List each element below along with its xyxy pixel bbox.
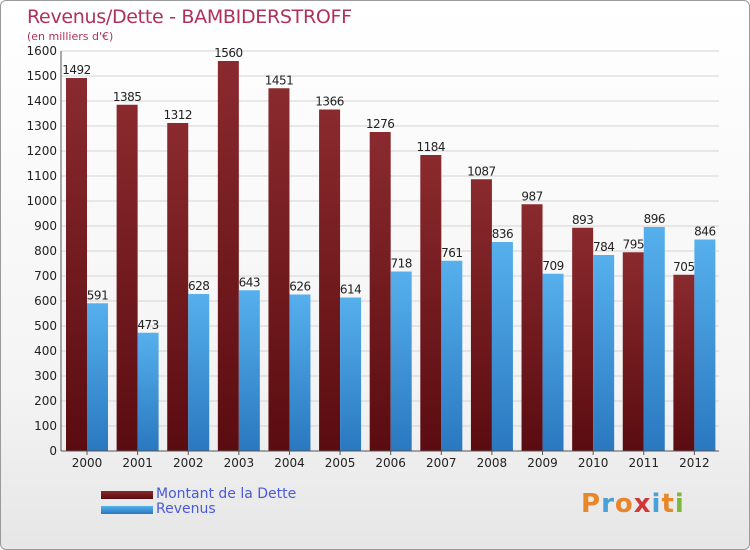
legend-label-revenus: Revenus (156, 501, 216, 517)
legend-swatch-dette (101, 491, 153, 499)
logo-letter: x (633, 489, 652, 519)
data-label-dette: 1087 (467, 164, 496, 178)
x-tick-label: 2008 (477, 456, 508, 470)
bar-revenus (390, 271, 412, 451)
chart-subtitle: (en milliers d'€) (27, 30, 114, 43)
data-label-revenus: 761 (441, 246, 462, 260)
y-tick-label: 700 (34, 269, 57, 283)
y-tick-label: 0 (49, 444, 57, 458)
bar-revenus (340, 297, 362, 451)
data-label-revenus: 896 (644, 212, 665, 226)
bar-revenus (289, 294, 311, 451)
x-tick-label: 2010 (578, 456, 609, 470)
x-tick-label: 2009 (527, 456, 558, 470)
x-tick-label: 2004 (274, 456, 305, 470)
bar-revenus (87, 303, 108, 451)
x-tick-label: 2012 (679, 456, 710, 470)
data-label-dette: 1276 (366, 117, 395, 131)
x-tick-label: 2001 (122, 456, 153, 470)
x-tick-label: 2006 (375, 456, 406, 470)
y-tick-label: 1600 (26, 44, 57, 58)
x-tick-label: 2007 (426, 456, 457, 470)
logo-letter: o (614, 489, 634, 519)
data-label-revenus: 846 (694, 225, 715, 239)
bar-revenus (491, 242, 513, 451)
logo-letter: i (674, 489, 685, 519)
data-label-dette: 705 (673, 260, 694, 274)
bar-revenus (542, 273, 564, 451)
data-label-dette: 893 (572, 213, 593, 227)
logo-letter: i (651, 489, 662, 519)
y-tick-label: 400 (34, 344, 57, 358)
data-label-revenus: 709 (542, 259, 563, 273)
y-tick-label: 500 (34, 319, 57, 333)
bar-dette (673, 274, 695, 451)
bar-dette (167, 123, 189, 451)
bar-dette (369, 132, 391, 451)
bar-revenus (137, 332, 159, 451)
bar-dette (622, 252, 644, 451)
bar-dette (470, 179, 492, 451)
bar-dette (521, 204, 543, 451)
data-label-revenus: 643 (239, 275, 260, 289)
bar-dette (572, 227, 594, 451)
x-tick-label: 2000 (72, 456, 103, 470)
y-tick-label: 600 (34, 294, 57, 308)
bar-dette (217, 61, 239, 451)
data-label-revenus: 591 (87, 288, 108, 302)
chart-title: Revenus/Dette - BAMBIDERSTROFF (27, 6, 352, 28)
y-tick-label: 900 (34, 219, 57, 233)
data-label-revenus: 718 (390, 257, 411, 271)
bar-revenus (441, 260, 463, 451)
data-label-revenus: 626 (289, 280, 310, 294)
logo-letter: r (601, 489, 615, 519)
bar-dette (116, 104, 138, 451)
x-tick-label: 2005 (325, 456, 356, 470)
y-tick-label: 1400 (26, 94, 57, 108)
bar-revenus (643, 227, 665, 451)
x-tick-label: 2011 (628, 456, 659, 470)
bar-revenus (188, 294, 210, 451)
proxiti-logo: Proxiti (581, 489, 685, 519)
x-tick-label: 2002 (173, 456, 204, 470)
y-tick-label: 100 (34, 419, 57, 433)
y-tick-label: 1300 (26, 119, 57, 133)
data-label-dette: 987 (521, 189, 542, 203)
y-tick-label: 200 (34, 394, 57, 408)
bar-dette (268, 88, 290, 451)
legend-label-dette: Montant de la Dette (156, 486, 297, 502)
data-label-dette: 1366 (315, 95, 344, 109)
y-tick-label: 300 (34, 369, 57, 383)
y-tick-label: 1500 (26, 69, 57, 83)
data-label-dette: 1385 (113, 90, 142, 104)
data-label-revenus: 784 (593, 240, 614, 254)
bar-revenus (593, 255, 615, 451)
bar-dette (319, 109, 341, 451)
data-label-dette: 795 (623, 237, 644, 251)
data-label-dette: 1184 (417, 140, 446, 154)
y-tick-label: 1200 (26, 144, 57, 158)
bar-dette (66, 78, 87, 451)
data-label-dette: 1560 (214, 46, 243, 60)
logo-letter: t (661, 489, 675, 519)
y-tick-label: 1100 (26, 169, 57, 183)
data-label-dette: 1312 (163, 108, 192, 122)
logo-letter: P (581, 489, 602, 519)
data-label-dette: 1492 (62, 63, 91, 77)
data-label-dette: 1451 (265, 73, 294, 87)
data-label-revenus: 836 (492, 227, 513, 241)
bar-dette (420, 155, 442, 451)
y-tick-label: 1000 (26, 194, 57, 208)
data-label-revenus: 614 (340, 283, 361, 297)
data-label-revenus: 628 (188, 279, 209, 293)
x-tick-label: 2003 (224, 456, 255, 470)
bar-revenus (694, 239, 716, 451)
bar-revenus (238, 290, 260, 451)
data-label-revenus: 473 (137, 318, 158, 332)
y-tick-label: 800 (34, 244, 57, 258)
legend-swatch-revenus (101, 506, 153, 514)
